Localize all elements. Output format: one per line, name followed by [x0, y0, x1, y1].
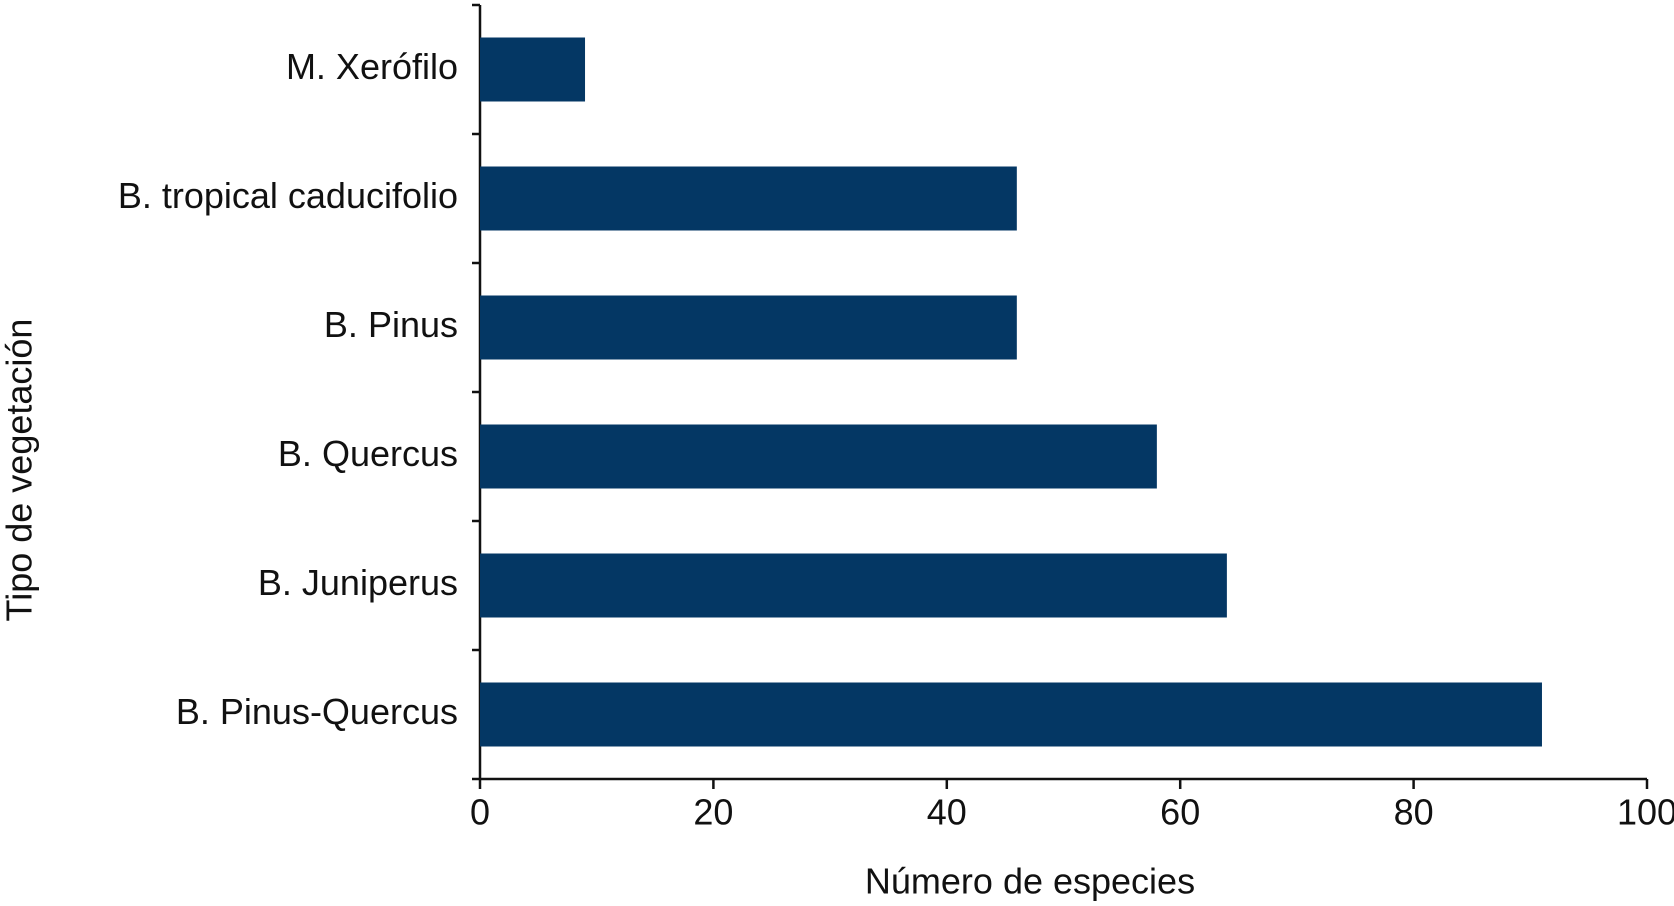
x-tick-label: 60 [1160, 792, 1200, 833]
x-tick-label: 0 [470, 792, 490, 833]
bar [480, 553, 1227, 618]
x-tick-label: 20 [693, 792, 733, 833]
y-tick-label: B. tropical caducifolio [118, 175, 458, 216]
y-axis-label: Tipo de vegetación [0, 319, 40, 622]
bar [480, 682, 1542, 747]
bar [480, 37, 586, 102]
x-tick-label: 80 [1394, 792, 1434, 833]
y-tick-label: B. Pinus-Quercus [176, 691, 458, 732]
bar [480, 424, 1157, 489]
y-tick-label: B. Pinus [324, 304, 458, 345]
x-tick-label: 40 [927, 792, 967, 833]
x-axis-label: Número de especies [865, 861, 1195, 902]
y-tick-label: B. Quercus [278, 433, 458, 474]
bar [480, 166, 1017, 231]
y-tick-label: B. Juniperus [258, 562, 458, 603]
x-tick-label: 100 [1617, 792, 1674, 833]
y-tick-label: M. Xerófilo [286, 46, 458, 87]
bar [480, 295, 1017, 360]
